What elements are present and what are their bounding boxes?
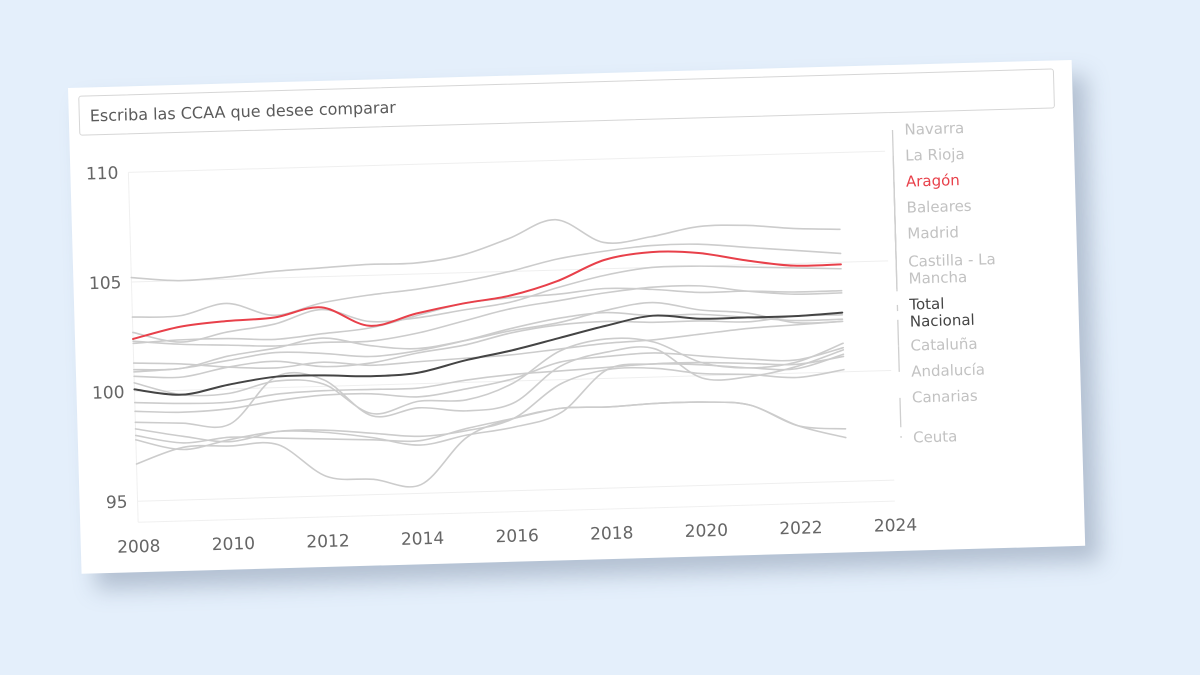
series-line-navarra (130, 218, 841, 282)
label-canarias: Canarias (912, 387, 978, 407)
connector-canarias (899, 397, 902, 428)
x-axis: 2008 2010 2012 2014 2016 2018 2020 2022 2024 (117, 515, 918, 557)
label-line: Canarias (912, 387, 978, 407)
series-line-serie-16 (134, 346, 845, 429)
label-castilla-la-mancha: Castilla - LaMancha (908, 250, 997, 287)
line-chart: 95 100 105 110 2008 2010 2012 2014 2016 2018 2020… (86, 119, 997, 558)
y-tick-label: 95 (106, 493, 128, 514)
x-tick-label: 2010 (212, 534, 256, 555)
series-line-serie-17 (134, 366, 845, 443)
series-line-serie-19 (132, 320, 844, 370)
label-connectors (891, 129, 902, 438)
series-line-andalucia (134, 346, 845, 414)
label-la-rioja: La Rioja (905, 145, 965, 165)
label-cataluna: Cataluña (910, 335, 978, 355)
label-andalucia: Andalucía (911, 361, 985, 381)
x-tick-label: 2022 (779, 518, 823, 539)
y-tick-label: 100 (92, 383, 125, 404)
x-tick-label: 2020 (684, 521, 728, 542)
gridline-y (137, 479, 895, 502)
label-line: Total (908, 295, 945, 314)
y-axis-line (127, 172, 139, 523)
series-line-serie-12 (133, 311, 844, 373)
label-line: Navarra (904, 119, 964, 139)
x-axis-line (138, 500, 895, 523)
x-tick-label: 2024 (874, 515, 918, 536)
label-madrid: Madrid (907, 223, 959, 242)
series-line-ceuta (135, 401, 847, 488)
label-line: Cataluña (910, 335, 978, 355)
gridline-y (128, 150, 886, 173)
series-line-total-nacional (133, 311, 844, 396)
chart-card: 95 100 105 110 2008 2010 2012 2014 2016 2018 2020… (68, 59, 1086, 574)
series-line-la-rioja (131, 243, 842, 318)
label-baleares: Baleares (906, 197, 972, 217)
connector-castilla-la-mancha (895, 261, 898, 292)
label-line: Castilla - La (908, 250, 996, 270)
label-line: Baleares (906, 197, 972, 217)
series-line-serie-15 (134, 353, 845, 405)
y-tick-label: 105 (89, 273, 122, 294)
x-tick-label: 2016 (495, 526, 539, 547)
connector-cataluna (897, 319, 900, 346)
y-axis: 95 100 105 110 (86, 164, 128, 514)
label-line: Nacional (910, 311, 975, 331)
series-lines (130, 218, 847, 488)
series-line-serie-18 (135, 355, 845, 451)
series-line-aragon (132, 250, 842, 340)
label-line: Mancha (908, 268, 967, 288)
x-tick-label: 2012 (306, 531, 350, 552)
series-line-canarias (134, 401, 847, 444)
series-line-cataluna (133, 301, 844, 371)
y-tick-label: 110 (86, 164, 119, 185)
x-tick-label: 2014 (401, 529, 445, 550)
label-line: Andalucía (911, 361, 985, 381)
label-line: La Rioja (905, 145, 965, 165)
series-line-baleares (132, 265, 842, 343)
series-line-castilla-la-mancha (132, 284, 843, 347)
grid (127, 150, 895, 523)
series-line-serie-13 (133, 313, 844, 379)
label-line: Madrid (907, 223, 959, 242)
series-labels: Navarra La Rioja Aragón Baleares Madrid Casti… (904, 119, 997, 447)
label-line: Aragón (906, 171, 960, 190)
connector-andalucia (897, 346, 900, 372)
label-navarra: Navarra (904, 119, 964, 139)
label-total-nacional: TotalNacional (908, 294, 975, 331)
label-ceuta: Ceuta (913, 427, 958, 446)
ccaa-search-input[interactable] (87, 77, 1054, 126)
x-tick-label: 2008 (117, 537, 161, 558)
label-line: Ceuta (913, 427, 958, 446)
label-aragon: Aragón (906, 171, 960, 190)
x-tick-label: 2018 (590, 523, 634, 544)
